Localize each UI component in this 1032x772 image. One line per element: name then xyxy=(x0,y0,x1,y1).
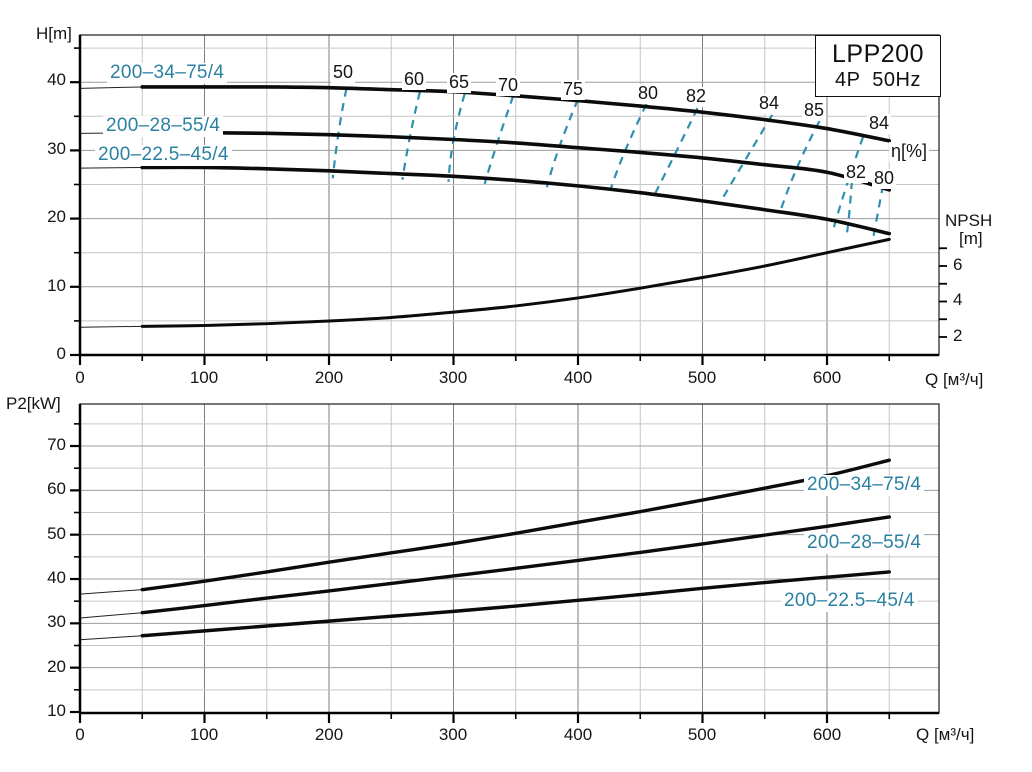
model-title-box: LPP200 4P 50Hz xyxy=(815,35,941,97)
model-spec: 4P 50Hz xyxy=(835,69,921,91)
model-name: LPP200 xyxy=(832,40,924,68)
